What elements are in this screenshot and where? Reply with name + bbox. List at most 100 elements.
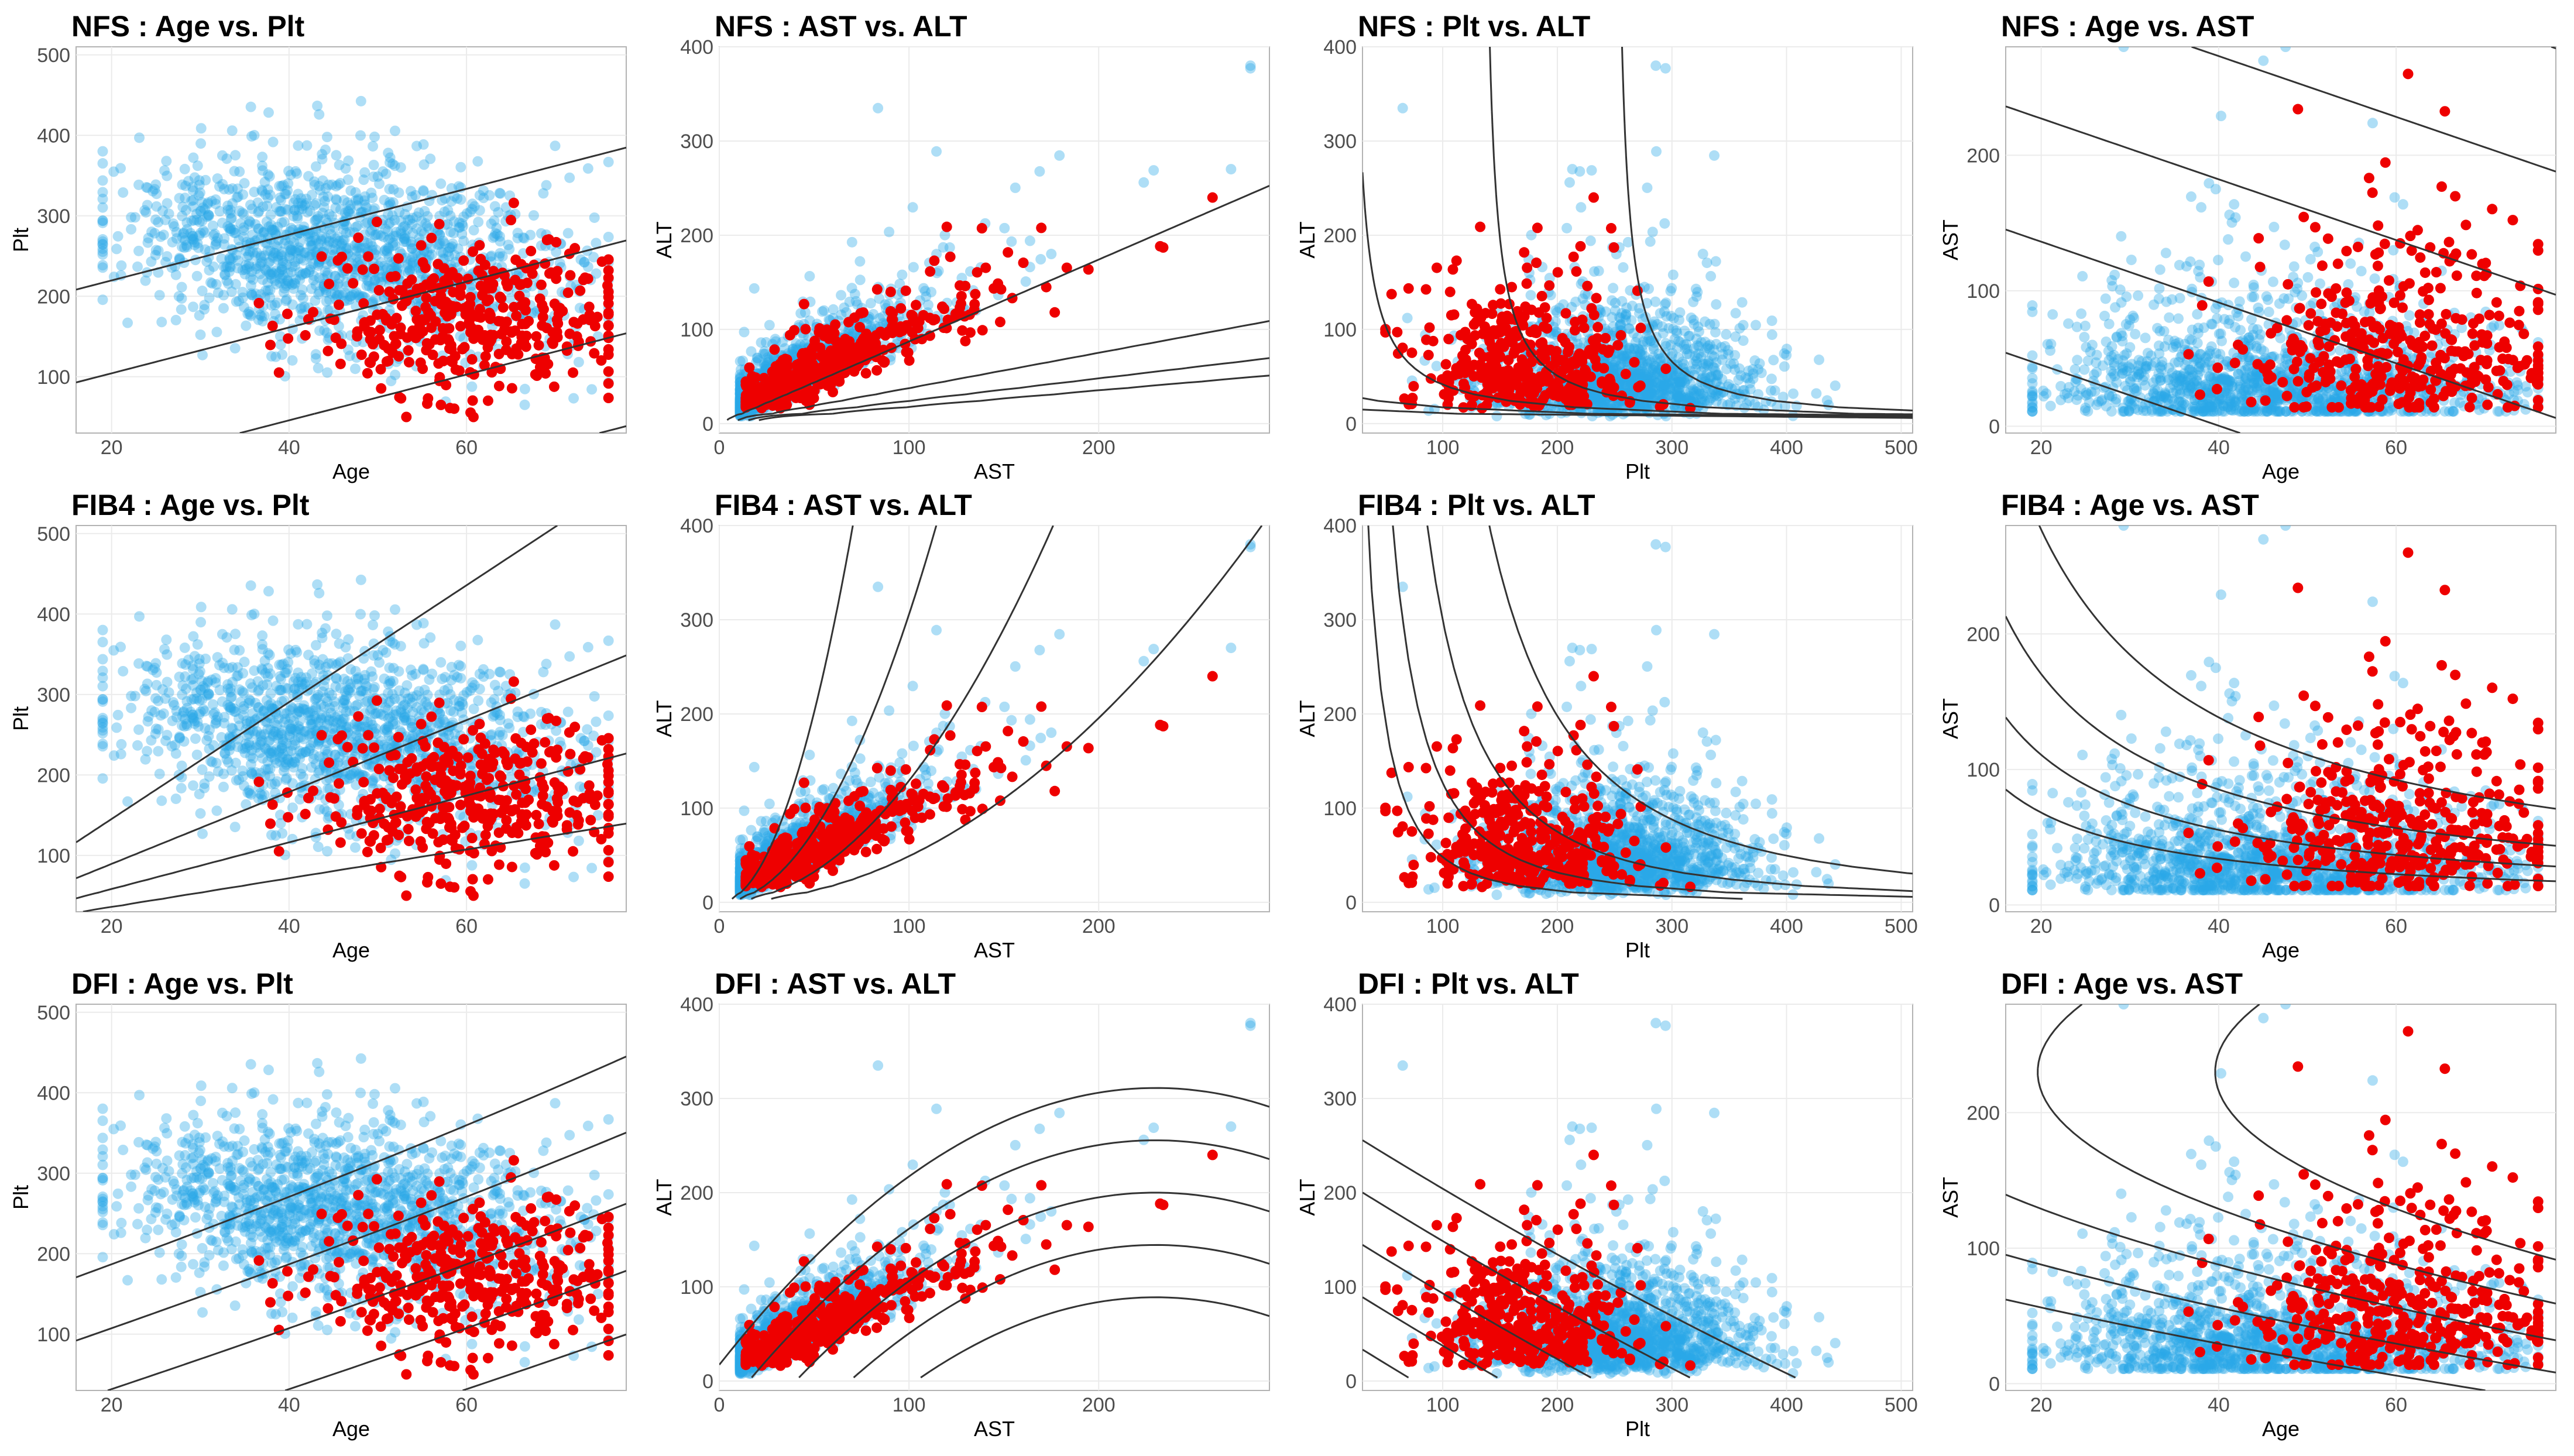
point-non-case <box>846 283 857 294</box>
point-non-case <box>345 185 356 196</box>
point-non-case <box>197 349 208 360</box>
point-non-case <box>1647 365 1658 376</box>
point-non-case <box>1638 336 1649 347</box>
point-non-case <box>294 267 306 278</box>
point-non-case <box>327 179 338 190</box>
point-non-case <box>1683 393 1694 404</box>
point-non-case <box>311 215 322 226</box>
point-non-case <box>345 208 356 219</box>
point-non-case <box>339 207 351 218</box>
point-non-case <box>301 193 312 204</box>
point-non-case <box>437 195 448 206</box>
point-non-case <box>1402 313 1413 324</box>
point-non-case <box>1694 400 1705 411</box>
point-non-case <box>314 109 325 120</box>
point-non-case <box>380 169 392 180</box>
point-non-case <box>787 344 798 355</box>
point-non-case <box>97 146 108 157</box>
point-non-case <box>1586 165 1597 176</box>
point-non-case <box>216 253 227 264</box>
panel-title: NFS : Age vs. Plt <box>71 10 305 43</box>
point-non-case <box>1717 354 1728 365</box>
point-non-case <box>1668 374 1679 385</box>
point-case <box>332 255 344 266</box>
point-non-case <box>177 211 188 222</box>
point-non-case <box>1766 315 1777 327</box>
point-non-case <box>297 293 308 304</box>
point-non-case <box>189 239 200 250</box>
point-non-case <box>259 311 270 322</box>
point-non-case <box>245 238 256 249</box>
point-non-case <box>1657 389 1669 400</box>
point-non-case <box>1638 340 1649 351</box>
point-non-case <box>309 232 320 243</box>
point-non-case <box>162 170 173 181</box>
point-non-case <box>335 240 346 251</box>
point-non-case <box>466 204 478 215</box>
point-case <box>401 332 413 343</box>
point-non-case <box>275 339 286 350</box>
point-non-case <box>568 393 579 404</box>
point-case <box>527 268 538 279</box>
point-non-case <box>447 238 458 249</box>
point-non-case <box>195 123 207 134</box>
point-non-case <box>260 264 271 275</box>
point-non-case <box>274 273 286 284</box>
point-non-case <box>313 238 324 249</box>
point-non-case <box>1711 299 1722 310</box>
point-non-case <box>1615 320 1626 331</box>
point-non-case <box>373 276 385 287</box>
point-non-case <box>472 156 483 167</box>
x-tick-label: 300 <box>1655 437 1688 459</box>
point-non-case <box>849 289 860 300</box>
point-non-case <box>351 222 362 233</box>
point-non-case <box>303 251 314 262</box>
point-non-case <box>134 132 145 143</box>
point-non-case <box>231 249 242 260</box>
point-non-case <box>266 267 277 278</box>
point-non-case <box>1739 402 1750 413</box>
point-non-case <box>342 174 354 186</box>
point-non-case <box>269 225 280 236</box>
point-non-case <box>380 224 391 235</box>
point-non-case <box>160 214 171 225</box>
point-non-case <box>1621 380 1632 391</box>
point-non-case <box>97 262 108 273</box>
point-non-case <box>310 280 321 291</box>
point-non-case <box>170 314 181 325</box>
point-non-case <box>1659 380 1670 391</box>
point-non-case <box>405 239 416 250</box>
point-non-case <box>366 225 377 236</box>
point-non-case <box>1628 343 1639 354</box>
point-non-case <box>140 275 151 286</box>
point-non-case <box>262 193 273 204</box>
point-case <box>875 327 886 338</box>
point-non-case <box>1525 290 1536 301</box>
point-non-case <box>342 205 354 217</box>
point-non-case <box>224 261 235 272</box>
point-non-case <box>204 292 215 303</box>
point-non-case <box>999 222 1010 233</box>
point-non-case <box>133 245 145 256</box>
point-non-case <box>1593 396 1604 407</box>
point-non-case <box>285 245 296 256</box>
point-non-case <box>390 369 401 380</box>
point-case <box>596 256 608 267</box>
point-non-case <box>1641 387 1652 398</box>
point-non-case <box>313 211 324 222</box>
point-non-case <box>310 161 321 172</box>
point-non-case <box>225 214 236 225</box>
point-non-case <box>324 305 335 316</box>
point-non-case <box>97 239 108 250</box>
point-non-case <box>238 225 249 236</box>
point-non-case <box>225 255 236 266</box>
point-case <box>969 298 980 310</box>
point-non-case <box>367 193 378 204</box>
point-non-case <box>383 147 394 159</box>
point-non-case <box>1749 355 1760 366</box>
point-non-case <box>418 185 429 196</box>
point-non-case <box>169 221 180 232</box>
point-non-case <box>362 217 373 228</box>
point-non-case <box>1046 249 1057 260</box>
point-case <box>545 267 557 278</box>
